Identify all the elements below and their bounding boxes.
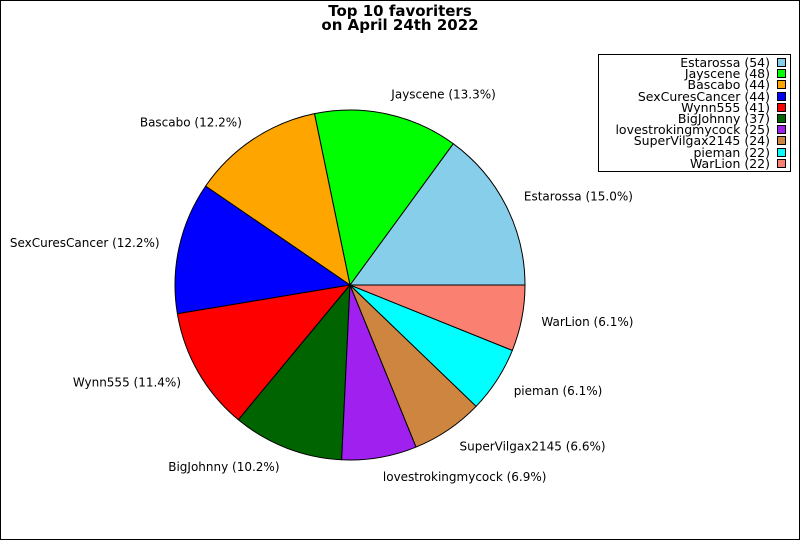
slice-label-jayscene: Jayscene (13.3%) xyxy=(390,87,496,101)
pie-slice-warlion xyxy=(349,284,526,351)
legend-label: Bascabo (44) xyxy=(687,77,771,93)
legend-label: SexCuresCancer (44) xyxy=(637,88,770,104)
legend-label: WarLion (22) xyxy=(690,155,770,171)
legend-swatch xyxy=(777,136,786,146)
slice-label-wynn555: Wynn555 (11.4%) xyxy=(73,375,181,389)
legend-swatch xyxy=(777,58,786,68)
chart-title-line2: on April 24th 2022 xyxy=(321,16,479,34)
legend-item-supervilgax2145: SuperVilgax2145 (24) xyxy=(599,133,790,149)
legend-label: BigJohnny (37) xyxy=(677,111,770,127)
pie-slice-wynn555 xyxy=(176,284,351,421)
slice-label-warlion: WarLion (6.1%) xyxy=(541,315,633,329)
legend-label: pieman (22) xyxy=(693,144,771,160)
pie-slice-bigjohnny xyxy=(237,284,351,461)
slice-label-sexcurescancer: SexCuresCancer (12.2%) xyxy=(10,236,160,250)
legend-item-jayscene: Jayscene (48) xyxy=(599,66,790,82)
slice-label-bigjohnny: BigJohnny (10.2%) xyxy=(168,460,279,474)
pie-slice-jayscene xyxy=(313,109,454,286)
slice-label-bascabo: Bascabo (12.2%) xyxy=(140,116,242,130)
legend-label: Jayscene (48) xyxy=(684,66,770,82)
legend-item-estarossa: Estarossa (54) xyxy=(599,55,790,71)
legend-swatch xyxy=(777,69,786,79)
legend-swatch xyxy=(777,102,786,112)
chart-title-line1: Top 10 favoriters xyxy=(328,2,472,20)
legend-item-warlion: WarLion (22) xyxy=(599,155,790,171)
chart-legend: Estarossa (54) Jayscene (48) Bascabo (44) S… xyxy=(598,54,791,172)
slice-label-supervilgax2145: SuperVilgax2145 (6.6%) xyxy=(460,439,606,453)
pie-slice-sexcurescancer xyxy=(174,185,351,315)
legend-label: SuperVilgax2145 (24) xyxy=(633,133,770,149)
legend-swatch xyxy=(777,125,786,135)
legend-item-sexcurescancer: SexCuresCancer (44) xyxy=(599,88,790,104)
legend-label: Wynn555 (41) xyxy=(681,99,770,115)
legend-item-wynn555: Wynn555 (41) xyxy=(599,99,790,115)
legend-swatch xyxy=(777,147,786,157)
legend-item-bascabo: Bascabo (44) xyxy=(599,77,790,93)
pie-slice-estarossa xyxy=(349,143,526,286)
slice-label-pieman: pieman (6.1%) xyxy=(514,384,603,398)
slice-label-lovestrokingmycock: lovestrokingmycock (6.9%) xyxy=(383,470,547,484)
legend-item-bigjohnny: BigJohnny (37) xyxy=(599,111,790,127)
legend-item-lovestrokingmycock: lovestrokingmycock (25) xyxy=(599,122,790,138)
legend-label: lovestrokingmycock (25) xyxy=(615,122,770,138)
legend-swatch xyxy=(777,80,786,90)
slice-label-estarossa: Estarossa (15.0%) xyxy=(524,190,633,204)
legend-swatch xyxy=(777,158,786,168)
legend-swatch xyxy=(777,114,786,124)
legend-label: Estarossa (54) xyxy=(680,55,770,71)
legend-swatch xyxy=(777,91,786,101)
legend-item-pieman: pieman (22) xyxy=(599,144,790,160)
pie-slice-bascabo xyxy=(205,113,351,286)
